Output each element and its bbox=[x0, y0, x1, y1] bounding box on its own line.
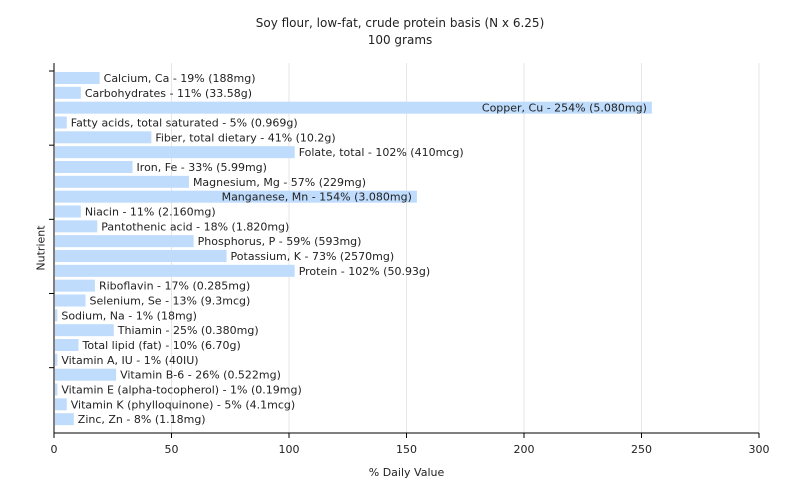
bar bbox=[55, 146, 295, 159]
x-tick-label: 0 bbox=[51, 443, 58, 456]
bar bbox=[55, 413, 74, 426]
bar-label: Fatty acids, total saturated - 5% (0.969… bbox=[71, 117, 298, 130]
bar-label: Copper, Cu - 254% (5.080mg) bbox=[482, 102, 647, 115]
bar-label: Fiber, total dietary - 41% (10.2g) bbox=[155, 131, 335, 144]
bar-label: Phosphorus, P - 59% (593mg) bbox=[198, 235, 362, 248]
bar bbox=[55, 175, 189, 188]
bar bbox=[55, 294, 86, 307]
bar bbox=[55, 368, 117, 381]
bar-label: Selenium, Se - 13% (9.3mcg) bbox=[90, 295, 251, 308]
x-tick-label: 300 bbox=[749, 443, 770, 456]
bar-label: Carbohydrates - 11% (33.58g) bbox=[85, 87, 252, 100]
bar bbox=[55, 309, 58, 322]
chart-title: Soy flour, low-fat, crude protein basis … bbox=[255, 16, 545, 30]
bar-label: Niacin - 11% (2.160mg) bbox=[85, 206, 216, 219]
bar bbox=[55, 116, 67, 129]
y-axis-label: Nutrient bbox=[34, 225, 48, 271]
bar-label: Iron, Fe - 33% (5.99mg) bbox=[137, 161, 267, 174]
bar-label: Calcium, Ca - 19% (188mg) bbox=[104, 72, 256, 85]
bar bbox=[55, 264, 295, 277]
bar bbox=[55, 161, 133, 173]
bar-label: Thiamin - 25% (0.380mg) bbox=[117, 324, 259, 337]
chart-subtitle: 100 grams bbox=[367, 33, 433, 47]
x-tick-label: 150 bbox=[396, 443, 417, 456]
bar bbox=[55, 190, 417, 203]
bar bbox=[55, 383, 58, 396]
bar bbox=[55, 101, 652, 114]
bar bbox=[55, 324, 114, 337]
bar bbox=[55, 220, 98, 233]
bar-label: Zinc, Zn - 8% (1.18mg) bbox=[78, 413, 206, 426]
bar bbox=[55, 86, 81, 99]
bar-label: Folate, total - 102% (410mcg) bbox=[299, 146, 464, 159]
bar-label: Potassium, K - 73% (2570mg) bbox=[231, 250, 395, 263]
bar bbox=[55, 398, 67, 411]
bar-label: Magnesium, Mg - 57% (229mg) bbox=[193, 176, 366, 189]
bar-label: Vitamin K (phylloquinone) - 5% (4.1mcg) bbox=[71, 398, 295, 411]
bar-label: Sodium, Na - 1% (18mg) bbox=[61, 309, 197, 322]
x-axis-label: % Daily Value bbox=[368, 466, 445, 479]
bar-label: Manganese, Mn - 154% (3.080mg) bbox=[222, 191, 412, 204]
bar bbox=[55, 250, 227, 262]
bar bbox=[55, 339, 79, 351]
bar-label: Protein - 102% (50.93g) bbox=[299, 265, 431, 278]
x-tick-label: 100 bbox=[279, 443, 300, 456]
bar-label: Vitamin B-6 - 26% (0.522mg) bbox=[120, 369, 281, 382]
bar bbox=[55, 131, 152, 144]
bar bbox=[55, 72, 100, 84]
bar bbox=[55, 205, 81, 218]
bar-label: Total lipid (fat) - 10% (6.70g) bbox=[82, 339, 241, 352]
bar bbox=[55, 279, 95, 292]
bar bbox=[55, 235, 194, 248]
bar-label: Vitamin E (alpha-tocopherol) - 1% (0.19m… bbox=[61, 384, 301, 397]
bar bbox=[55, 353, 58, 366]
bar-label: Vitamin A, IU - 1% (40IU) bbox=[61, 354, 198, 367]
x-tick-label: 250 bbox=[631, 443, 652, 456]
bar-label: Riboflavin - 17% (0.285mg) bbox=[99, 280, 250, 293]
bar-label: Pantothenic acid - 18% (1.820mg) bbox=[101, 220, 289, 233]
x-tick-label: 200 bbox=[514, 443, 535, 456]
x-tick-label: 50 bbox=[165, 443, 179, 456]
